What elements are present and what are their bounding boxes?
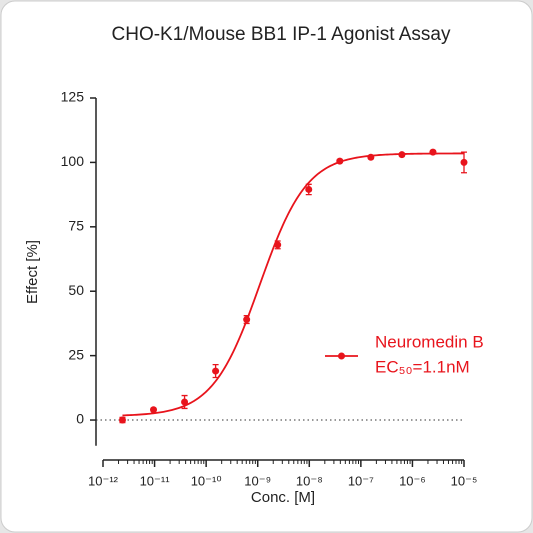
data-point (212, 367, 220, 375)
data-point (118, 416, 126, 424)
data-point (429, 148, 437, 156)
y-tick-label: 75 (68, 218, 84, 234)
fit-curve (122, 152, 464, 417)
x-tick-label: 10⁻¹¹ (140, 473, 171, 488)
y-tick-label: 50 (68, 282, 84, 298)
y-tick-label: 25 (68, 346, 84, 362)
x-tick-label: 10⁻⁹ (244, 473, 271, 488)
y-tick-label: 100 (61, 153, 85, 169)
x-tick-label: 10⁻⁶ (399, 473, 426, 488)
y-tick-label: 125 (61, 89, 85, 105)
x-tick-label: 10⁻¹² (88, 473, 119, 488)
data-point (243, 316, 251, 324)
x-tick-label: 10⁻⁷ (348, 473, 374, 488)
data-point (150, 406, 158, 414)
data-point (367, 153, 375, 161)
data-point (336, 157, 344, 165)
data-point (181, 398, 189, 406)
chart-title: CHO-K1/Mouse BB1 IP-1 Agonist Assay (112, 24, 451, 45)
data-point (398, 151, 406, 159)
legend-label: Neuromedin B (375, 332, 484, 351)
x-tick-label: 10⁻⁸ (296, 473, 323, 488)
legend-marker (338, 352, 345, 360)
y-tick-label: 0 (76, 411, 84, 427)
data-point (460, 158, 468, 166)
x-tick-label: 10⁻⁵ (451, 473, 478, 488)
data-point (305, 185, 313, 193)
data-point (274, 241, 282, 249)
x-tick-label: 10⁻¹⁰ (191, 473, 222, 488)
legend-annotation: EC₅₀=1.1nM (375, 357, 470, 376)
y-axis-label: Effect [%] (24, 240, 41, 304)
x-axis-label: Conc. [M] (251, 489, 315, 506)
